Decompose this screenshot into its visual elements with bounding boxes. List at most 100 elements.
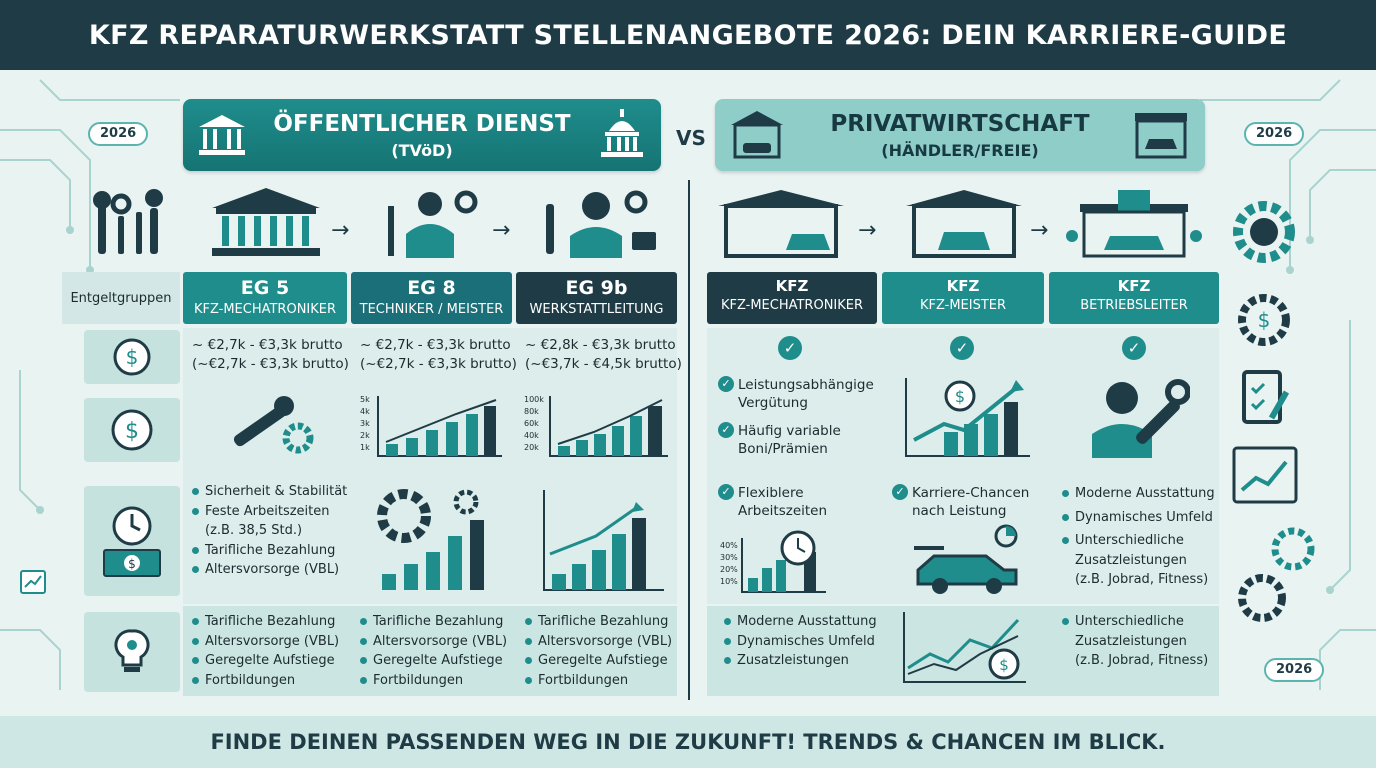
list-item: Moderne Ausstattung	[724, 612, 877, 632]
public-bottom-list-1: Tarifliche Bezahlung Altersvorsorge (VBL…	[192, 612, 339, 690]
salary-range: ~ €2,8k - €3,3k brutto	[525, 337, 676, 353]
list-item-note: (z.B. Jobrad, Fitness)	[1075, 653, 1209, 668]
salary-eg9b: ~ €2,8k - €3,3k brutto (~€3,7k - €4,5k br…	[525, 336, 682, 374]
public-bottom-list-3: Tarifliche Bezahlung Altersvorsorge (VBL…	[525, 612, 672, 690]
list-item: Dynamisches Umfeld	[1062, 508, 1215, 528]
list-item: Fortbildungen	[525, 671, 672, 691]
check-icon: ✓	[1122, 336, 1146, 360]
manager-worker-icon	[546, 190, 656, 258]
arrow-right-icon: →	[331, 218, 350, 243]
list-item: Altersvorsorge (VBL)	[360, 632, 507, 652]
tick-label: 40k	[524, 431, 539, 440]
check-item-verguetung: Leistungsabhängige Vergütung	[718, 376, 878, 412]
mechanic-wrench-icon	[1092, 379, 1190, 458]
kfz-label: KFZ	[775, 277, 809, 295]
list-item: Altersvorsorge (VBL)	[192, 560, 347, 580]
sidebox-time-money: $	[84, 486, 180, 596]
service-garage-icon	[906, 190, 1022, 258]
svg-text:$: $	[128, 557, 136, 571]
arrow-right-icon-4: →	[1030, 218, 1049, 243]
private-sector-header: PRIVATWIRTSCHAFT (HÄNDLER/FREIE)	[715, 99, 1205, 171]
time-bar-chart-icon: 40% 30% 20% 10%	[720, 530, 826, 593]
growth-bar-chart-icon	[543, 490, 664, 591]
role-label: KFZ-MEISTER	[919, 298, 1007, 313]
list-item: Fortbildungen	[192, 671, 339, 691]
private-bottom-list-2: Unterschiedliche Zusatzleistungen (z.B. …	[1062, 612, 1208, 671]
role-label: BETRIEBSLEITER	[1080, 298, 1188, 313]
car-dealership-icon	[1066, 190, 1202, 258]
list-item: Tarifliche Bezahlung	[192, 612, 339, 632]
tick-label: 40%	[720, 541, 738, 550]
mechanic-worker-icon	[388, 190, 478, 258]
list-item: Altersvorsorge (VBL)	[525, 632, 672, 652]
salary-eg8: ~ €2,7k - €3,3k brutto (~€2,7k - €3,3k br…	[360, 336, 517, 374]
page-title: KFZ REPARATURWERKSTATT STELLENANGEBOTE 2…	[0, 0, 1376, 70]
banknote-icon: $	[103, 549, 161, 577]
role-label: TECHNIKER / MEISTER	[359, 302, 504, 317]
sidebox-idea	[84, 612, 180, 692]
list-item: Unterschiedliche Zusatzleistungen	[1062, 531, 1202, 570]
gear-icon	[1271, 527, 1315, 571]
private-benefits-list: Moderne Ausstattung Dynamisches Umfeld U…	[1062, 484, 1215, 590]
tick-label: 3k	[360, 419, 370, 428]
growth-chart-icon	[1232, 446, 1298, 504]
versus-label: VS	[676, 126, 706, 150]
column-header-meister: KFZ KFZ-MEISTER	[882, 272, 1044, 324]
institution-building-icon	[212, 188, 320, 256]
bar-chart-eg8: 5k 4k 3k 2k 1k	[360, 395, 502, 457]
clock-icon	[112, 506, 152, 546]
tick-label: 1k	[360, 443, 370, 452]
workshop-garage-icon	[718, 190, 844, 258]
salary-range-2: (~€2,7k - €3,3k brutto)	[192, 356, 349, 372]
check-item-karriere: Karriere-Chancen nach Leistung	[892, 484, 1042, 520]
list-item: Geregelte Aufstiege	[525, 651, 672, 671]
tick-label: 30%	[720, 553, 738, 562]
column-header-mechatroniker: KFZ KFZ-MECHATRONIKER	[707, 272, 877, 324]
government-building-icon	[199, 115, 245, 155]
column-header-eg5: EG 5 KFZ-MECHATRONIKER	[183, 272, 347, 324]
list-item-note: (z.B. 38,5 Std.)	[205, 523, 303, 538]
money-growth-chart-icon: $	[905, 378, 1030, 457]
private-bottom-list-1: Moderne Ausstattung Dynamisches Umfeld Z…	[724, 612, 877, 671]
trend-line-money-icon: $	[903, 612, 1026, 683]
dealership-icon	[1135, 113, 1187, 159]
tick-label: 2k	[360, 431, 370, 440]
tick-label: 5k	[360, 395, 370, 404]
list-item: Sicherheit & Stabilität	[192, 482, 347, 502]
lightbulb-icon	[114, 629, 150, 672]
gear-growth-chart-icon	[377, 489, 484, 590]
tick-label: 80k	[524, 407, 539, 416]
check-item-boni: Häufig variable Boni/Prämien	[718, 422, 878, 458]
role-label: WERKSTATTLEITUNG	[529, 302, 664, 317]
dollar-coin-icon: $	[113, 338, 151, 376]
gear-wrench-icon	[1233, 201, 1295, 263]
gear-icon-2	[1238, 574, 1286, 622]
year-badge-bottom: 2026	[1264, 658, 1325, 682]
check-icon: ✓	[778, 336, 802, 360]
svg-text:$: $	[126, 345, 139, 369]
tick-label: 20%	[720, 565, 738, 574]
tick-label: 4k	[360, 407, 370, 416]
list-item: Altersvorsorge (VBL)	[192, 632, 339, 652]
check-icon: ✓	[950, 336, 974, 360]
salary-range-2: (~€3,7k - €4,5k brutto)	[525, 356, 682, 372]
svg-text:$: $	[955, 387, 965, 406]
year-badge-left: 2026	[88, 122, 149, 146]
column-header-eg9b: EG 9b WERKSTATTLEITUNG	[516, 272, 677, 324]
salary-range: ~ €2,7k - €3,3k brutto	[360, 337, 511, 353]
list-item: Tarifliche Bezahlung	[192, 541, 347, 561]
salary-eg5: ~ €2,7k - €3,3k brutto (~€2,7k - €3,3k br…	[192, 336, 349, 374]
public-bottom-panel	[183, 606, 677, 696]
list-item-note: (z.B. Jobrad, Fitness)	[1075, 572, 1209, 587]
check-item-flex: Flexiblere Arbeitszeiten	[718, 484, 878, 520]
grade-label: EG 5	[240, 277, 290, 299]
public-benefits-list: Sicherheit & Stabilität Feste Arbeitszei…	[192, 482, 347, 580]
money-gear-icon: $	[1238, 294, 1290, 346]
list-item: Geregelte Aufstiege	[360, 651, 507, 671]
row-label-entgeltgruppen: Entgeltgruppen	[62, 272, 180, 324]
salary-range: ~ €2,7k - €3,3k brutto	[192, 337, 343, 353]
tools-icon	[93, 189, 163, 254]
year-badge-right: 2026	[1244, 122, 1305, 146]
list-item: Fortbildungen	[360, 671, 507, 691]
list-item: Zusatzleistungen	[724, 651, 877, 671]
